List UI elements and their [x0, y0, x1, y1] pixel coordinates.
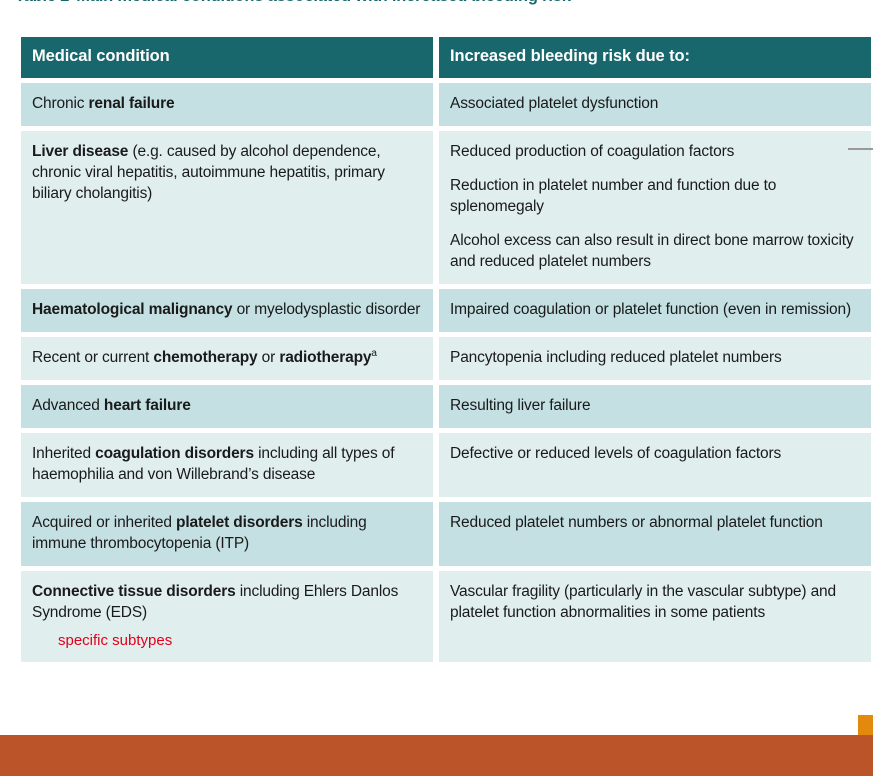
table-caption: Table 2 Main medical conditions associate… [15, 0, 855, 6]
table-row: Recent or current chemotherapy or radiot… [21, 337, 871, 380]
cell-bleeding-risk: Impaired coagulation or platelet functio… [439, 289, 871, 332]
risk-item: Resulting liver failure [450, 397, 591, 414]
cell-medical-condition: Liver disease (e.g. caused by alcohol de… [21, 131, 433, 284]
table-row: Liver disease (e.g. caused by alcohol de… [21, 131, 871, 284]
condition-term: Liver disease [32, 143, 129, 160]
condition-term: Connective tissue disorders [32, 583, 236, 600]
table-row: Connective tissue disorders including Eh… [21, 571, 871, 662]
page-edge-rule [848, 148, 873, 150]
condition-text: Acquired or inherited platelet disorders… [32, 514, 367, 552]
cell-bleeding-risk: Defective or reduced levels of coagulati… [439, 433, 871, 497]
medical-conditions-table: Medical condition Increased bleeding ris… [15, 32, 873, 667]
condition-term: heart failure [103, 397, 191, 414]
cell-bleeding-risk: Resulting liver failure [439, 385, 871, 428]
table-header-row: Medical condition Increased bleeding ris… [21, 37, 871, 78]
cell-medical-condition: Inherited coagulation disorders includin… [21, 433, 433, 497]
cell-bleeding-risk: Reduced platelet numbers or abnormal pla… [439, 502, 871, 566]
red-annotation: specific subtypes [58, 632, 173, 649]
condition-text: Chronic renal failure [32, 95, 175, 112]
risk-item: Alcohol excess can also result in direct… [450, 232, 854, 270]
cell-medical-condition: Haematological malignancy or myelodyspla… [21, 289, 433, 332]
condition-term: coagulation disorders [95, 445, 254, 462]
risk-item: Reduced production of coagulation factor… [450, 143, 735, 160]
risk-item: Reduced platelet numbers or abnormal pla… [450, 514, 823, 531]
table-row: Advanced heart failure Resulting liver fa… [21, 385, 871, 428]
condition-term: renal failure [88, 95, 175, 112]
table-row: Inherited coagulation disorders includin… [21, 433, 871, 497]
page-footer-bar [0, 735, 873, 776]
footnote-marker: a [371, 347, 377, 359]
risk-item: Impaired coagulation or platelet functio… [450, 301, 851, 318]
condition-text: Liver disease (e.g. caused by alcohol de… [32, 143, 385, 202]
table-caption-text: Main medical conditions associated with … [76, 0, 571, 5]
cell-medical-condition: Advanced heart failure [21, 385, 433, 428]
table-header: Medical condition Increased bleeding ris… [21, 37, 871, 78]
cell-medical-condition: Connective tissue disorders including Eh… [21, 571, 433, 662]
table-row: Acquired or inherited platelet disorders… [21, 502, 871, 566]
condition-text: Inherited coagulation disorders includin… [32, 445, 395, 483]
risk-item: Associated platelet dysfunction [450, 95, 659, 112]
risk-item: Defective or reduced levels of coagulati… [450, 445, 782, 462]
cell-bleeding-risk: Associated platelet dysfunction [439, 83, 871, 126]
risk-item: Pancytopenia including reduced platelet … [450, 349, 782, 366]
column-header-medical-condition: Medical condition [21, 37, 433, 78]
table-body: Chronic renal failure Associated platelet… [21, 83, 871, 662]
risk-item: Reduction in platelet number and functio… [450, 177, 777, 215]
cell-medical-condition: Chronic renal failure [21, 83, 433, 126]
condition-text: Advanced heart failure [32, 397, 191, 414]
condition-term: chemotherapy [153, 349, 258, 366]
cell-bleeding-risk: Vascular fragility (particularly in the … [439, 571, 871, 662]
condition-text: Haematological malignancy or myelodyspla… [32, 301, 421, 318]
condition-term-secondary: radiotherapy [279, 349, 372, 366]
cell-medical-condition: Recent or current chemotherapy or radiot… [21, 337, 433, 380]
risk-item: Vascular fragility (particularly in the … [450, 583, 836, 621]
table-row: Haematological malignancy or myelodyspla… [21, 289, 871, 332]
table-caption-label: Table 2 [15, 0, 69, 5]
cell-medical-condition: Acquired or inherited platelet disorders… [21, 502, 433, 566]
column-header-bleeding-risk: Increased bleeding risk due to: [439, 37, 871, 78]
table-row: Chronic renal failure Associated platelet… [21, 83, 871, 126]
condition-term: platelet disorders [176, 514, 303, 531]
condition-text: Connective tissue disorders including Eh… [32, 583, 399, 621]
condition-term: Haematological malignancy [32, 301, 233, 318]
cell-bleeding-risk: Pancytopenia including reduced platelet … [439, 337, 871, 380]
condition-text: Recent or current chemotherapy or radiot… [32, 347, 377, 366]
cell-bleeding-risk: Reduced production of coagulation factor… [439, 131, 871, 284]
page-accent-block [858, 715, 873, 736]
